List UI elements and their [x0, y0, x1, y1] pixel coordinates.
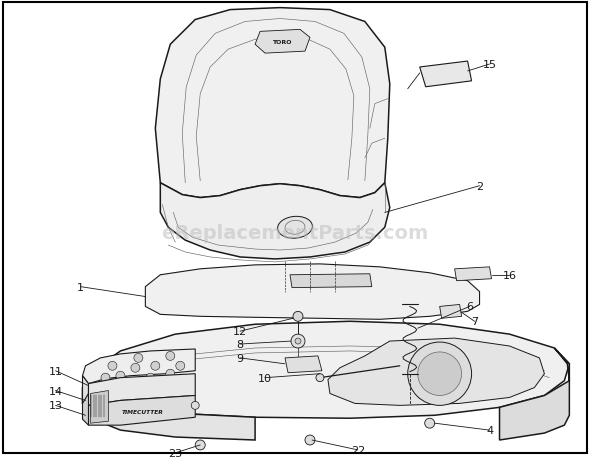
Text: 10: 10 [258, 373, 272, 383]
Polygon shape [88, 396, 195, 425]
Circle shape [295, 338, 301, 344]
Circle shape [134, 353, 143, 363]
Circle shape [121, 399, 130, 408]
Polygon shape [83, 349, 195, 384]
Circle shape [166, 369, 175, 378]
Circle shape [305, 435, 315, 445]
Circle shape [139, 389, 148, 398]
Text: 7: 7 [471, 317, 478, 326]
Polygon shape [290, 274, 372, 288]
Text: TIMECUTTER: TIMECUTTER [122, 409, 163, 414]
Circle shape [191, 402, 199, 409]
Text: 13: 13 [48, 401, 63, 410]
Text: 9: 9 [237, 353, 244, 363]
Circle shape [136, 397, 145, 406]
Circle shape [101, 374, 110, 382]
Circle shape [316, 374, 324, 382]
Circle shape [116, 371, 125, 381]
Polygon shape [83, 376, 88, 417]
Circle shape [108, 362, 117, 370]
Text: 22: 22 [350, 445, 365, 455]
Polygon shape [83, 376, 88, 417]
Polygon shape [88, 374, 195, 405]
Text: 2: 2 [476, 181, 483, 191]
Circle shape [124, 381, 133, 390]
Text: TORO: TORO [272, 39, 292, 45]
Circle shape [98, 385, 107, 394]
Text: 15: 15 [483, 60, 497, 70]
Polygon shape [419, 62, 471, 88]
Polygon shape [455, 267, 491, 281]
Circle shape [291, 335, 305, 348]
Polygon shape [500, 348, 569, 440]
Text: 23: 23 [168, 448, 182, 458]
Text: 4: 4 [486, 425, 493, 435]
Circle shape [149, 389, 158, 398]
Polygon shape [145, 264, 480, 319]
Ellipse shape [277, 217, 313, 239]
Circle shape [151, 362, 160, 370]
Polygon shape [440, 305, 461, 319]
Polygon shape [83, 394, 88, 425]
Polygon shape [90, 391, 109, 423]
Polygon shape [155, 9, 390, 198]
Circle shape [146, 374, 155, 382]
Text: 8: 8 [237, 339, 244, 349]
Polygon shape [328, 338, 545, 405]
Text: 1: 1 [77, 282, 84, 292]
Polygon shape [160, 183, 390, 259]
Circle shape [408, 342, 471, 405]
Circle shape [176, 362, 185, 370]
Polygon shape [86, 322, 569, 418]
Circle shape [111, 386, 120, 395]
Circle shape [156, 381, 165, 390]
Polygon shape [285, 356, 322, 373]
Polygon shape [255, 30, 310, 54]
Text: 12: 12 [233, 326, 247, 336]
Text: 6: 6 [466, 302, 473, 312]
Circle shape [418, 352, 461, 396]
Circle shape [131, 364, 140, 372]
Circle shape [109, 393, 118, 402]
Circle shape [293, 312, 303, 322]
Circle shape [166, 352, 175, 361]
Polygon shape [83, 376, 255, 440]
Text: 11: 11 [48, 366, 63, 376]
Circle shape [425, 418, 435, 428]
Text: 14: 14 [48, 386, 63, 396]
Circle shape [164, 381, 173, 390]
Circle shape [195, 440, 205, 450]
Text: eReplacementParts.com: eReplacementParts.com [162, 223, 428, 242]
Text: 16: 16 [503, 270, 516, 280]
